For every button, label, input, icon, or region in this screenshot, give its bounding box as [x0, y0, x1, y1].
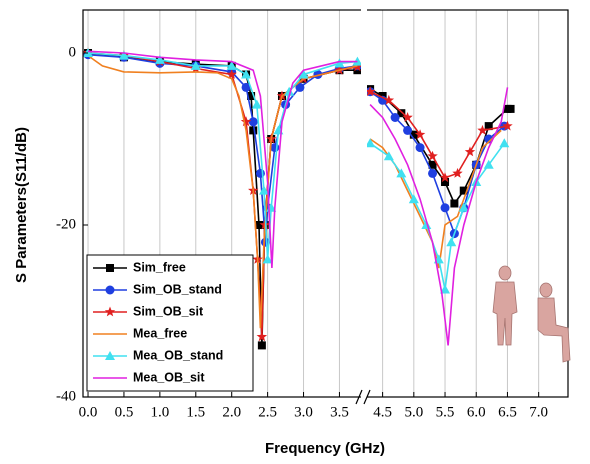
- marker: [251, 99, 262, 109]
- marker: [484, 122, 493, 131]
- legend-label: Sim_free: [133, 260, 186, 274]
- marker: [284, 86, 295, 96]
- y-tick-label: -40: [56, 388, 76, 404]
- plot: [82, 47, 515, 350]
- marker: [440, 284, 451, 294]
- marker: [441, 178, 450, 186]
- legend-marker: [106, 264, 114, 272]
- marker: [240, 116, 252, 127]
- marker: [402, 112, 413, 122]
- marker: [452, 167, 463, 178]
- x-tick-label: 0.5: [115, 404, 134, 420]
- x-tick-label: 6.0: [467, 404, 486, 420]
- marker: [428, 168, 438, 178]
- x-axis-label: Frequency (GHz): [265, 440, 385, 457]
- ticks: 0.0 0.5 1.0 1.5 2.0 2.5 3.0 3.5 4.5 5.0 5.5 6.0 6.5 7…: [56, 44, 548, 420]
- legend-marker: [105, 285, 115, 295]
- y-tick-label: 0: [69, 44, 77, 60]
- marker: [254, 221, 263, 229]
- marker: [154, 54, 165, 64]
- legend-label: Sim_OB_sit: [133, 304, 204, 318]
- x-tick-label: 3.5: [330, 404, 349, 420]
- marker: [477, 124, 488, 135]
- marker: [262, 254, 273, 264]
- marker: [483, 159, 494, 169]
- body-figure-sitting: [537, 282, 571, 363]
- marker: [256, 331, 268, 342]
- marker: [248, 117, 258, 127]
- marker: [428, 160, 437, 169]
- marker: [459, 186, 468, 195]
- marker: [270, 143, 280, 153]
- marker: [458, 202, 469, 212]
- x-tick-label: 7.0: [529, 404, 548, 420]
- x-tick-label: 5.0: [404, 404, 423, 420]
- marker: [502, 120, 513, 131]
- legend-label: Sim_OB_stand: [133, 282, 222, 296]
- legend-marker: [104, 306, 116, 317]
- marker: [226, 69, 237, 79]
- x-tick-label: 0.0: [79, 404, 98, 420]
- legend-label: Mea_OB_stand: [133, 348, 223, 362]
- marker: [241, 69, 252, 79]
- x-tick-label: 2.5: [258, 404, 277, 420]
- series-line: [87, 50, 509, 346]
- plot-frame: [82, 9, 569, 398]
- marker: [313, 70, 323, 79]
- x-tick-label: 6.5: [498, 404, 517, 420]
- marker: [249, 126, 258, 135]
- y-tick-label: -20: [56, 216, 76, 232]
- marker: [440, 203, 450, 213]
- marker: [257, 341, 266, 350]
- x-tick-label: 4.5: [373, 404, 392, 420]
- marker: [226, 60, 237, 70]
- marker: [390, 113, 400, 122]
- marker: [408, 194, 419, 204]
- marker: [190, 60, 201, 70]
- marker: [415, 143, 425, 153]
- marker: [352, 56, 363, 66]
- marker: [334, 58, 345, 68]
- legend-label: Mea_free: [133, 326, 187, 340]
- axis-break-gap: [361, 5, 367, 402]
- marker: [450, 199, 459, 208]
- marker: [396, 168, 407, 178]
- marker: [118, 50, 129, 60]
- marker: [506, 104, 515, 113]
- legend: Sim_free Sim_OB_stand Sim_OB_sit Mea_free Me…: [93, 260, 223, 384]
- marker: [403, 125, 413, 135]
- marker: [383, 94, 395, 105]
- marker: [446, 237, 457, 247]
- x-tick-label: 2.0: [222, 404, 241, 420]
- marker: [247, 92, 256, 100]
- legend-box: [86, 254, 254, 392]
- marker: [427, 150, 438, 161]
- x-tick-label: 1.5: [186, 404, 205, 420]
- body-figure-standing: [492, 265, 518, 346]
- marker: [295, 82, 305, 92]
- marker: [499, 138, 510, 148]
- x-tick-label: 1.0: [150, 404, 169, 420]
- marker: [83, 48, 94, 57]
- y-axis-label: S Parameters(S11/dB): [13, 127, 30, 283]
- marker: [241, 82, 251, 92]
- marker: [383, 151, 394, 161]
- marker: [298, 69, 309, 79]
- marker: [414, 129, 426, 140]
- marker: [397, 109, 406, 118]
- legend-marker: [105, 351, 115, 360]
- legend-label: Mea_OB_sit: [133, 370, 205, 384]
- x-tick-label: 5.5: [436, 404, 455, 420]
- marker: [364, 86, 376, 97]
- marker: [464, 146, 476, 157]
- marker: [365, 138, 376, 148]
- x-tick-label: 3.0: [294, 404, 313, 420]
- marker: [259, 185, 270, 195]
- axis-break-mark: [355, 389, 371, 405]
- marker: [409, 130, 418, 139]
- marker: [439, 172, 451, 183]
